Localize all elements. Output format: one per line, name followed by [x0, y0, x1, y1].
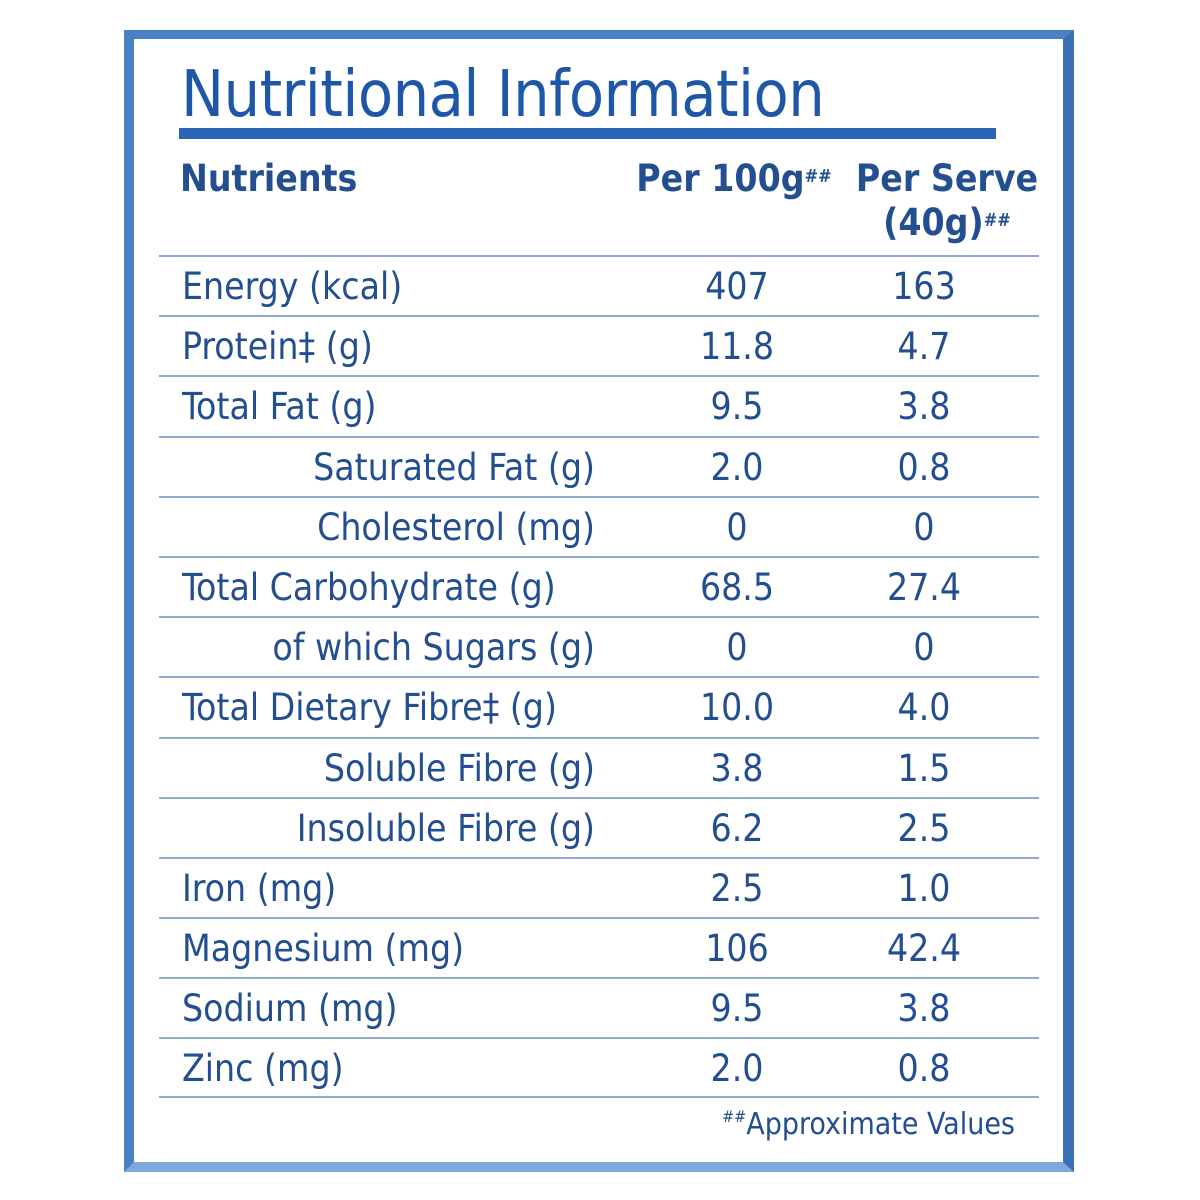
header-per-100g: Per 100g## [604, 157, 864, 201]
header-per-100g-mark: ## [804, 166, 832, 187]
nutrient-name: Energy (kcal) [182, 265, 403, 308]
nutrient-name: Soluble Fibre (g) [323, 746, 595, 790]
value-per-serve: 0 [913, 626, 935, 670]
nutrient-name: Iron (mg) [182, 866, 337, 910]
table-row: Sodium (mg) 9.5 3.8 [159, 977, 1039, 1037]
value-per-serve: 0.8 [897, 445, 951, 489]
nutrient-name: Saturated Fat (g) [313, 445, 595, 489]
value-per-serve: 27.4 [886, 565, 962, 609]
value-per-serve: 4.7 [897, 325, 951, 369]
value-per-serve: 1.0 [897, 866, 951, 910]
footnote-mark: ## [722, 1107, 747, 1126]
value-per-100g: 10.0 [699, 686, 775, 730]
table-row: Cholesterol (mg) 0 0 [159, 495, 1039, 556]
value-per-100g: 9.5 [710, 385, 764, 429]
table-row: Total Dietary Fibre‡ (g) 10.0 4.0 [159, 676, 1039, 736]
page-title: Nutritional Information [181, 58, 825, 132]
value-per-100g: 0 [726, 626, 748, 670]
table-row: Soluble Fibre (g) 3.8 1.5 [159, 736, 1039, 797]
value-per-serve: 0 [913, 505, 935, 549]
value-per-serve: 2.5 [897, 806, 951, 850]
title-underline [179, 128, 996, 139]
value-per-100g: 11.8 [699, 325, 775, 369]
header-per-serve: Per Serve (40g)## [832, 157, 1062, 245]
value-per-serve: 3.8 [897, 987, 951, 1031]
value-per-serve: 4.0 [897, 686, 951, 730]
header-per-serve-label: Per Serve [855, 157, 1039, 200]
header-per-serve-mark: ## [983, 210, 1011, 231]
nutrition-table: Energy (kcal) 407 163 Protein‡ (g) 11.8 … [159, 255, 1039, 1098]
header-per-100g-label: Per 100g [636, 157, 805, 200]
table-row: Total Carbohydrate (g) 68.5 27.4 [159, 555, 1039, 616]
nutrient-name: Total Fat (g) [182, 385, 377, 429]
nutrition-panel: Nutritional Information Nutrients Per 10… [124, 30, 1074, 1172]
nutrient-name: of which Sugars (g) [272, 626, 595, 670]
table-row: of which Sugars (g) 0 0 [159, 616, 1039, 676]
table-row: Protein‡ (g) 11.8 4.7 [159, 315, 1039, 375]
header-per-serve-size: (40g) [883, 201, 984, 244]
value-per-serve: 163 [892, 265, 956, 308]
nutrient-name: Magnesium (mg) [182, 927, 465, 971]
table-row: Iron (mg) 2.5 1.0 [159, 856, 1039, 917]
value-per-100g: 3.8 [710, 746, 764, 790]
value-per-100g: 2.0 [710, 1047, 764, 1091]
table-row: Magnesium (mg) 106 42.4 [159, 917, 1039, 977]
value-per-100g: 2.0 [710, 445, 764, 489]
table-row: Total Fat (g) 9.5 3.8 [159, 375, 1039, 435]
value-per-100g: 68.5 [699, 565, 775, 609]
nutrient-name: Sodium (mg) [182, 987, 398, 1031]
value-per-100g: 0 [726, 505, 748, 549]
value-per-serve: 0.8 [897, 1047, 951, 1091]
value-per-serve: 3.8 [897, 385, 951, 429]
value-per-100g: 106 [705, 927, 769, 971]
table-row: Zinc (mg) 2.0 0.8 [159, 1037, 1039, 1098]
footnote-text: Approximate Values [746, 1107, 1015, 1142]
nutrient-name: Total Dietary Fibre‡ (g) [182, 686, 557, 730]
nutrient-name: Cholesterol (mg) [317, 505, 595, 549]
nutrient-name: Zinc (mg) [182, 1047, 344, 1091]
header-nutrients: Nutrients [180, 157, 358, 200]
value-per-100g: 2.5 [710, 866, 764, 910]
value-per-100g: 9.5 [710, 987, 764, 1031]
value-per-serve: 1.5 [897, 746, 951, 790]
value-per-100g: 6.2 [710, 806, 764, 850]
value-per-100g: 407 [705, 265, 769, 308]
table-row: Insoluble Fibre (g) 6.2 2.5 [159, 796, 1039, 857]
nutrient-name: Total Carbohydrate (g) [182, 565, 556, 609]
footnote: ##Approximate Values [722, 1107, 1015, 1142]
nutrient-name: Insoluble Fibre (g) [296, 806, 595, 850]
value-per-serve: 42.4 [886, 927, 962, 971]
nutrient-name: Protein‡ (g) [182, 325, 373, 369]
table-row: Energy (kcal) 407 163 [159, 255, 1039, 315]
table-row: Saturated Fat (g) 2.0 0.8 [159, 435, 1039, 496]
